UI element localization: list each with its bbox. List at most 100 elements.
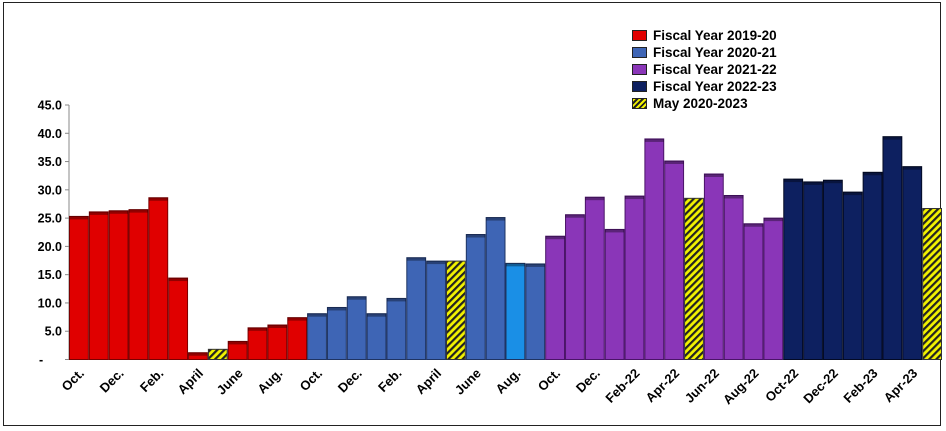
bar-cap xyxy=(625,196,644,200)
x-tick-label: Feb-22 xyxy=(602,366,642,406)
bar-cap xyxy=(248,327,267,331)
y-tick-label: 45.0 xyxy=(38,99,62,113)
bar xyxy=(644,138,665,360)
y-tick-label: 5.0 xyxy=(45,325,62,339)
bar xyxy=(207,348,228,361)
bar-cap xyxy=(347,296,367,300)
x-tick-label: April xyxy=(413,366,445,398)
bar xyxy=(763,217,784,360)
bar xyxy=(168,277,189,360)
bars-group xyxy=(69,136,943,361)
x-tick-label: Feb-23 xyxy=(840,366,880,406)
y-tick-label: 40.0 xyxy=(38,127,62,141)
bar xyxy=(822,179,843,360)
bar xyxy=(882,136,903,360)
y-tick-label: 15.0 xyxy=(38,268,62,282)
bar xyxy=(366,313,387,361)
bar-cap xyxy=(664,160,684,164)
bar-cap xyxy=(902,166,922,170)
bar xyxy=(862,171,883,360)
bar-cap xyxy=(545,236,565,240)
bar xyxy=(684,197,704,360)
bar xyxy=(386,297,407,361)
bar-cap xyxy=(644,138,664,142)
bar-cap xyxy=(704,173,724,177)
legend-label: Fiscal Year 2022-23 xyxy=(653,79,777,94)
bar-cap xyxy=(843,192,863,196)
bar xyxy=(227,340,248,360)
bar-cap xyxy=(307,313,327,317)
legend-label: Fiscal Year 2020-21 xyxy=(653,45,777,60)
bar xyxy=(128,209,149,360)
x-tick-label: Aug-22 xyxy=(720,366,762,408)
bar-cap xyxy=(109,210,129,214)
y-tick-label: 20.0 xyxy=(38,240,62,254)
bar xyxy=(445,260,466,360)
bar-cap xyxy=(327,307,347,311)
legend-swatch-fy2020-21 xyxy=(632,47,647,58)
bar-cap xyxy=(69,216,89,220)
bar xyxy=(188,352,208,361)
bar-cap xyxy=(565,214,585,218)
bar xyxy=(604,228,625,360)
bar xyxy=(88,211,109,360)
bar xyxy=(624,195,645,360)
bar xyxy=(545,235,566,361)
bar-cap xyxy=(168,278,188,282)
bar xyxy=(842,191,863,360)
bar-cap xyxy=(426,261,446,265)
bar-cap xyxy=(188,352,208,356)
x-tick-label: Apr-22 xyxy=(643,366,683,406)
x-tick-label: Oct. xyxy=(59,366,87,394)
bar-cap xyxy=(605,229,625,233)
legend-label: Fiscal Year 2021-22 xyxy=(653,62,777,77)
x-tick-label: Feb. xyxy=(137,366,167,396)
legend-item-fy2021-22: Fiscal Year 2021-22 xyxy=(632,61,777,78)
bar xyxy=(703,173,724,360)
x-tick-label: Dec. xyxy=(335,366,365,396)
bar-cap xyxy=(287,317,307,321)
x-tick-label: Jun-22 xyxy=(682,366,722,406)
bar xyxy=(148,197,169,360)
x-tick-label: June xyxy=(452,366,484,398)
x-tick-label: Feb. xyxy=(375,366,405,396)
bar xyxy=(723,194,744,360)
x-tick-label: Dec. xyxy=(97,366,127,396)
bar xyxy=(346,296,367,360)
bar-cap xyxy=(89,211,109,215)
bar-cap xyxy=(803,181,823,185)
bar xyxy=(307,313,327,361)
x-tick-label: Oct. xyxy=(297,366,325,394)
bar-cap xyxy=(585,197,605,201)
bar-cap xyxy=(466,234,486,238)
bar xyxy=(485,217,506,360)
bar-cap xyxy=(386,298,406,302)
legend-label: Fiscal Year 2019-20 xyxy=(653,28,777,43)
bar xyxy=(803,181,823,360)
bar xyxy=(326,306,347,361)
bar xyxy=(902,166,923,360)
y-axis: -5.0 10.0 15.0 20.0 25.0 30.0 35.0 40.0 45.0 xyxy=(38,99,942,367)
legend-label: May 2020-2023 xyxy=(653,96,748,111)
bar xyxy=(426,260,446,360)
x-tick-label: Oct. xyxy=(535,366,563,394)
bar-cap xyxy=(882,136,902,140)
legend-item-fy2019-20: Fiscal Year 2019-20 xyxy=(632,27,777,44)
x-tick-label: Dec. xyxy=(573,366,603,396)
legend-swatch-fy2019-20 xyxy=(632,30,647,41)
bar-cap xyxy=(783,179,803,183)
bar-cap xyxy=(744,223,763,227)
bar-cap xyxy=(406,257,426,261)
bar xyxy=(783,178,804,360)
bar xyxy=(664,160,685,360)
legend-item-fy2022-23: Fiscal Year 2022-23 xyxy=(632,78,777,95)
bar xyxy=(406,257,427,361)
legend-item-may: May 2020-2023 xyxy=(632,95,777,112)
legend: Fiscal Year 2019-20 Fiscal Year 2020-21 … xyxy=(632,27,777,112)
bar-cap xyxy=(367,313,386,317)
bar xyxy=(465,234,486,360)
x-tick-label: Oct-22 xyxy=(762,366,801,405)
bar-cap xyxy=(486,217,505,221)
bar xyxy=(247,327,268,360)
